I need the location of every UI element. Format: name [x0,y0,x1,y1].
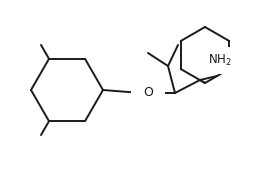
Text: NH$_2$: NH$_2$ [208,53,232,68]
Text: O: O [143,87,153,100]
